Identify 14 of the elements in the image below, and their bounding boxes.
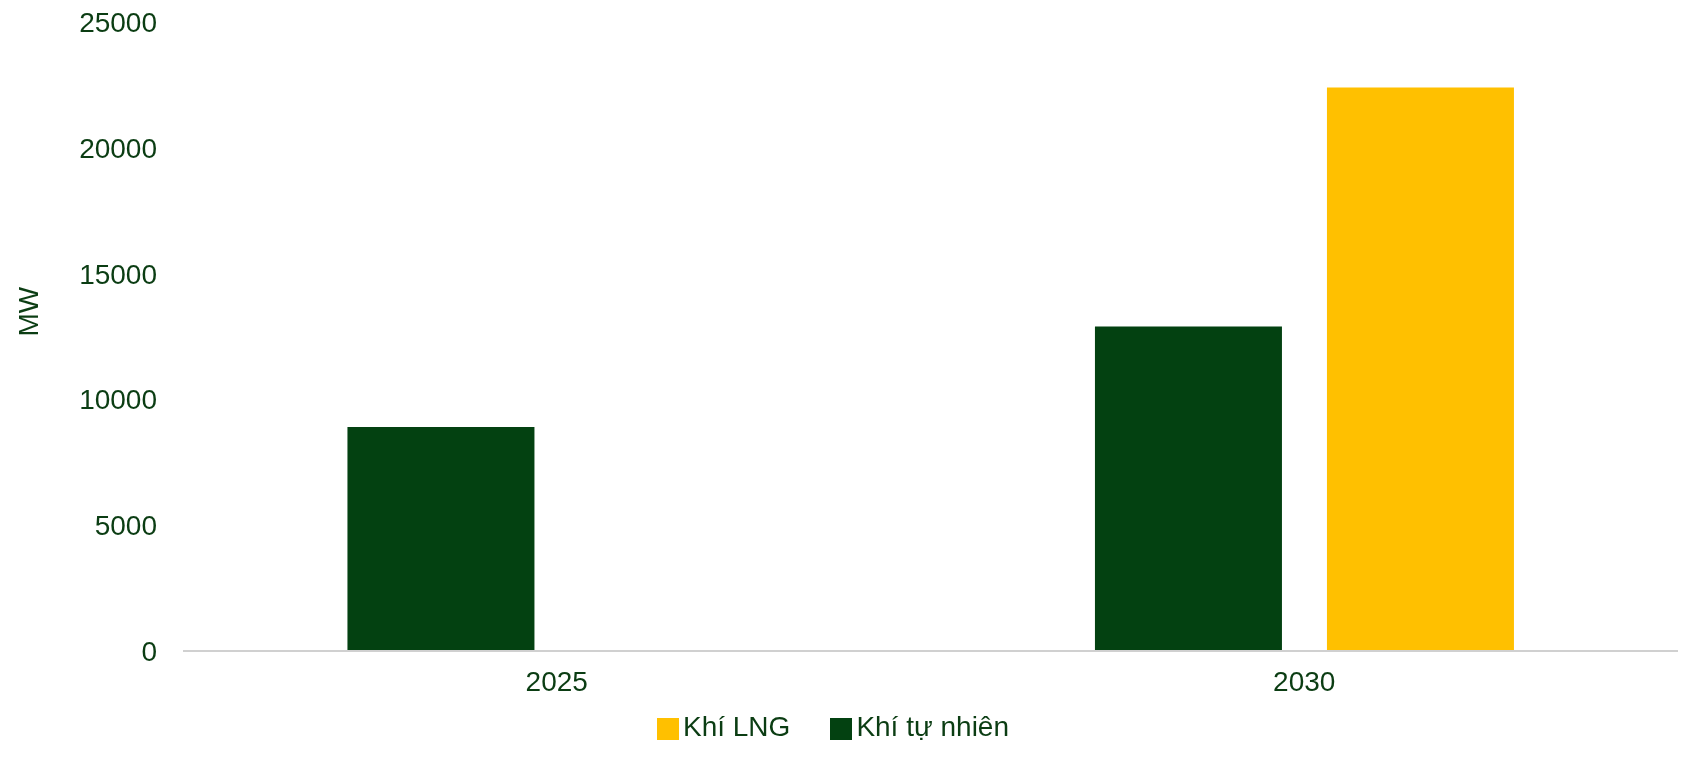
- y-tick-label: 25000: [79, 6, 157, 38]
- y-tick-label: 5000: [94, 510, 157, 542]
- legend-label: Khí tự nhiên: [856, 711, 1009, 742]
- y-axis-title: MW: [12, 286, 44, 337]
- y-tick-label: 10000: [79, 384, 157, 416]
- y-tick-label: 15000: [79, 258, 157, 290]
- y-tick-label: 20000: [79, 132, 157, 164]
- legend-label: Khí LNG: [682, 711, 791, 742]
- y-tick-label: 0: [141, 635, 157, 667]
- bar: [1094, 326, 1282, 651]
- x-tick-label: 2025: [525, 665, 588, 697]
- bar: [347, 427, 535, 651]
- x-tick-label: 2030: [1273, 665, 1336, 697]
- bar: [1326, 87, 1514, 651]
